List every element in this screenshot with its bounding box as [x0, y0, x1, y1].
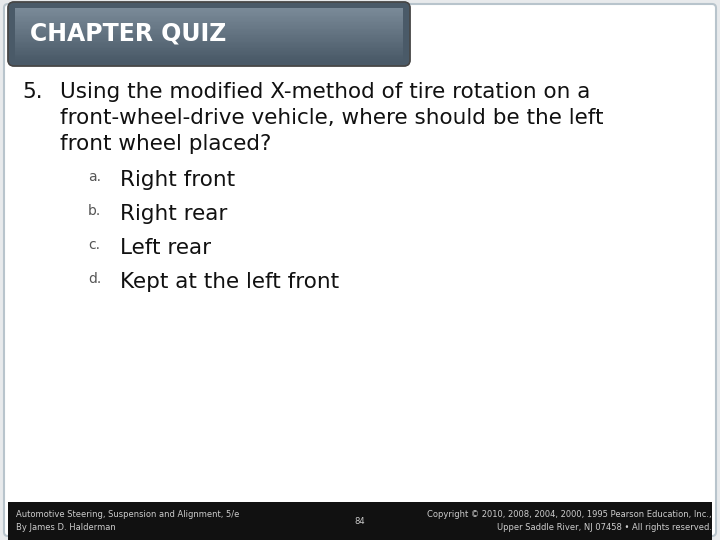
Text: Copyright © 2010, 2008, 2004, 2000, 1995 Pearson Education, Inc.,: Copyright © 2010, 2008, 2004, 2000, 1995… [428, 510, 712, 518]
FancyBboxPatch shape [15, 48, 403, 50]
FancyBboxPatch shape [15, 28, 403, 29]
FancyBboxPatch shape [15, 47, 403, 49]
FancyBboxPatch shape [15, 40, 403, 42]
Text: a.: a. [88, 170, 101, 184]
FancyBboxPatch shape [15, 30, 403, 32]
FancyBboxPatch shape [15, 33, 403, 35]
FancyBboxPatch shape [15, 37, 403, 38]
FancyBboxPatch shape [15, 38, 403, 40]
FancyBboxPatch shape [15, 55, 403, 57]
Text: Automotive Steering, Suspension and Alignment, 5/e: Automotive Steering, Suspension and Alig… [16, 510, 239, 518]
FancyBboxPatch shape [15, 39, 403, 41]
FancyBboxPatch shape [15, 53, 403, 55]
FancyBboxPatch shape [15, 34, 403, 36]
FancyBboxPatch shape [15, 26, 403, 28]
Text: Right front: Right front [120, 170, 235, 190]
Text: Upper Saddle River, NJ 07458 • All rights reserved.: Upper Saddle River, NJ 07458 • All right… [497, 523, 712, 532]
Text: By James D. Halderman: By James D. Halderman [16, 523, 116, 532]
Text: Using the modified X-method of tire rotation on a: Using the modified X-method of tire rota… [60, 82, 590, 102]
FancyBboxPatch shape [15, 15, 403, 16]
Text: CHAPTER QUIZ: CHAPTER QUIZ [30, 22, 226, 46]
Text: 84: 84 [355, 516, 365, 525]
Text: d.: d. [88, 272, 102, 286]
FancyBboxPatch shape [15, 25, 403, 26]
FancyBboxPatch shape [15, 46, 403, 48]
FancyBboxPatch shape [15, 43, 403, 45]
FancyBboxPatch shape [15, 16, 403, 18]
FancyBboxPatch shape [15, 51, 403, 53]
FancyBboxPatch shape [15, 19, 403, 22]
FancyBboxPatch shape [15, 12, 403, 14]
Text: 5.: 5. [22, 82, 42, 102]
FancyBboxPatch shape [8, 502, 712, 540]
FancyBboxPatch shape [15, 50, 403, 51]
FancyBboxPatch shape [15, 35, 403, 37]
FancyBboxPatch shape [15, 56, 403, 58]
FancyBboxPatch shape [8, 2, 410, 66]
Text: front-wheel-drive vehicle, where should be the left: front-wheel-drive vehicle, where should … [60, 108, 603, 128]
FancyBboxPatch shape [15, 57, 403, 59]
FancyBboxPatch shape [15, 44, 403, 46]
FancyBboxPatch shape [15, 17, 403, 19]
FancyBboxPatch shape [15, 59, 403, 60]
FancyBboxPatch shape [15, 52, 403, 54]
FancyBboxPatch shape [15, 9, 403, 11]
Text: Left rear: Left rear [120, 238, 211, 258]
Text: c.: c. [88, 238, 100, 252]
FancyBboxPatch shape [15, 11, 403, 12]
FancyBboxPatch shape [15, 24, 403, 25]
FancyBboxPatch shape [15, 29, 403, 31]
FancyBboxPatch shape [15, 18, 403, 20]
FancyBboxPatch shape [15, 8, 403, 10]
Text: Kept at the left front: Kept at the left front [120, 272, 339, 292]
FancyBboxPatch shape [15, 31, 403, 33]
Text: front wheel placed?: front wheel placed? [60, 134, 271, 154]
FancyBboxPatch shape [15, 21, 403, 23]
FancyBboxPatch shape [15, 22, 403, 24]
FancyBboxPatch shape [15, 13, 403, 15]
FancyBboxPatch shape [4, 4, 716, 536]
Text: Right rear: Right rear [120, 204, 228, 224]
FancyBboxPatch shape [15, 42, 403, 44]
Text: b.: b. [88, 204, 102, 218]
